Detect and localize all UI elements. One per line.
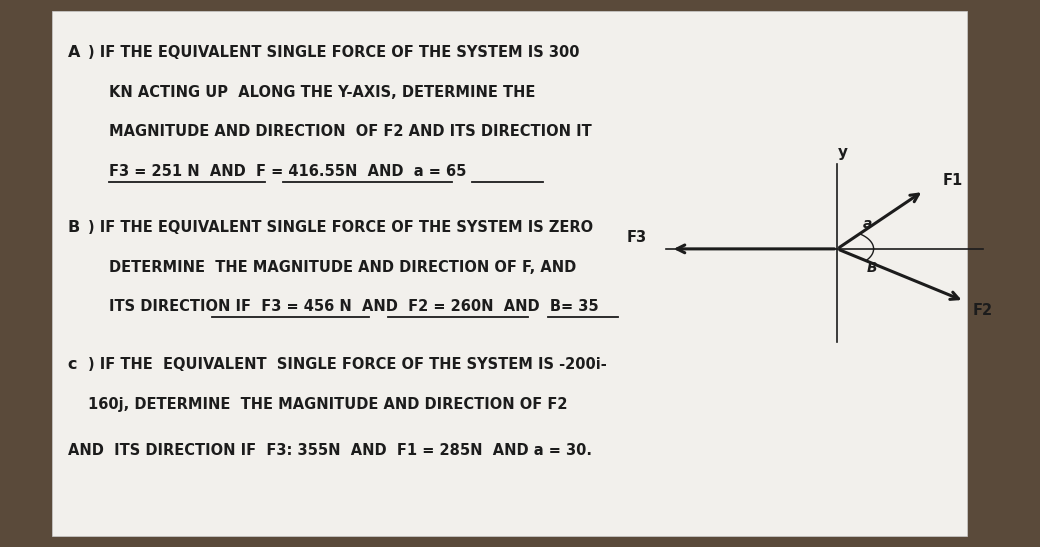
FancyBboxPatch shape (52, 11, 967, 536)
Text: F3 = 251 N  AND  F = 416.55N  AND  a = 65: F3 = 251 N AND F = 416.55N AND a = 65 (109, 164, 467, 178)
Text: AND  ITS DIRECTION IF  F3: 355N  AND  F1 = 285N  AND a = 30.: AND ITS DIRECTION IF F3: 355N AND F1 = 2… (68, 443, 592, 458)
Text: A: A (68, 45, 80, 60)
Text: 160j, DETERMINE  THE MAGNITUDE AND DIRECTION OF F2: 160j, DETERMINE THE MAGNITUDE AND DIRECT… (88, 397, 568, 411)
Text: B: B (68, 220, 80, 235)
Text: MAGNITUDE AND DIRECTION  OF F2 AND ITS DIRECTION IT: MAGNITUDE AND DIRECTION OF F2 AND ITS DI… (109, 124, 592, 139)
Text: F2: F2 (972, 302, 992, 318)
Text: a: a (863, 217, 873, 231)
Text: y: y (837, 145, 848, 160)
Text: ITS DIRECTION IF  F3 = 456 N  AND  F2 = 260N  AND  B= 35: ITS DIRECTION IF F3 = 456 N AND F2 = 260… (109, 299, 599, 314)
Text: ) IF THE  EQUIVALENT  SINGLE FORCE OF THE SYSTEM IS -200i-: ) IF THE EQUIVALENT SINGLE FORCE OF THE … (88, 357, 607, 372)
Text: ) IF THE EQUIVALENT SINGLE FORCE OF THE SYSTEM IS 300: ) IF THE EQUIVALENT SINGLE FORCE OF THE … (88, 45, 580, 60)
Text: F3: F3 (627, 230, 647, 245)
Text: B: B (866, 261, 877, 275)
Text: c: c (68, 357, 77, 372)
Text: F1: F1 (942, 173, 963, 188)
Text: DETERMINE  THE MAGNITUDE AND DIRECTION OF F, AND: DETERMINE THE MAGNITUDE AND DIRECTION OF… (109, 260, 576, 275)
Text: ) IF THE EQUIVALENT SINGLE FORCE OF THE SYSTEM IS ZERO: ) IF THE EQUIVALENT SINGLE FORCE OF THE … (88, 220, 594, 235)
Text: KN ACTING UP  ALONG THE Y-AXIS, DETERMINE THE: KN ACTING UP ALONG THE Y-AXIS, DETERMINE… (109, 85, 536, 100)
